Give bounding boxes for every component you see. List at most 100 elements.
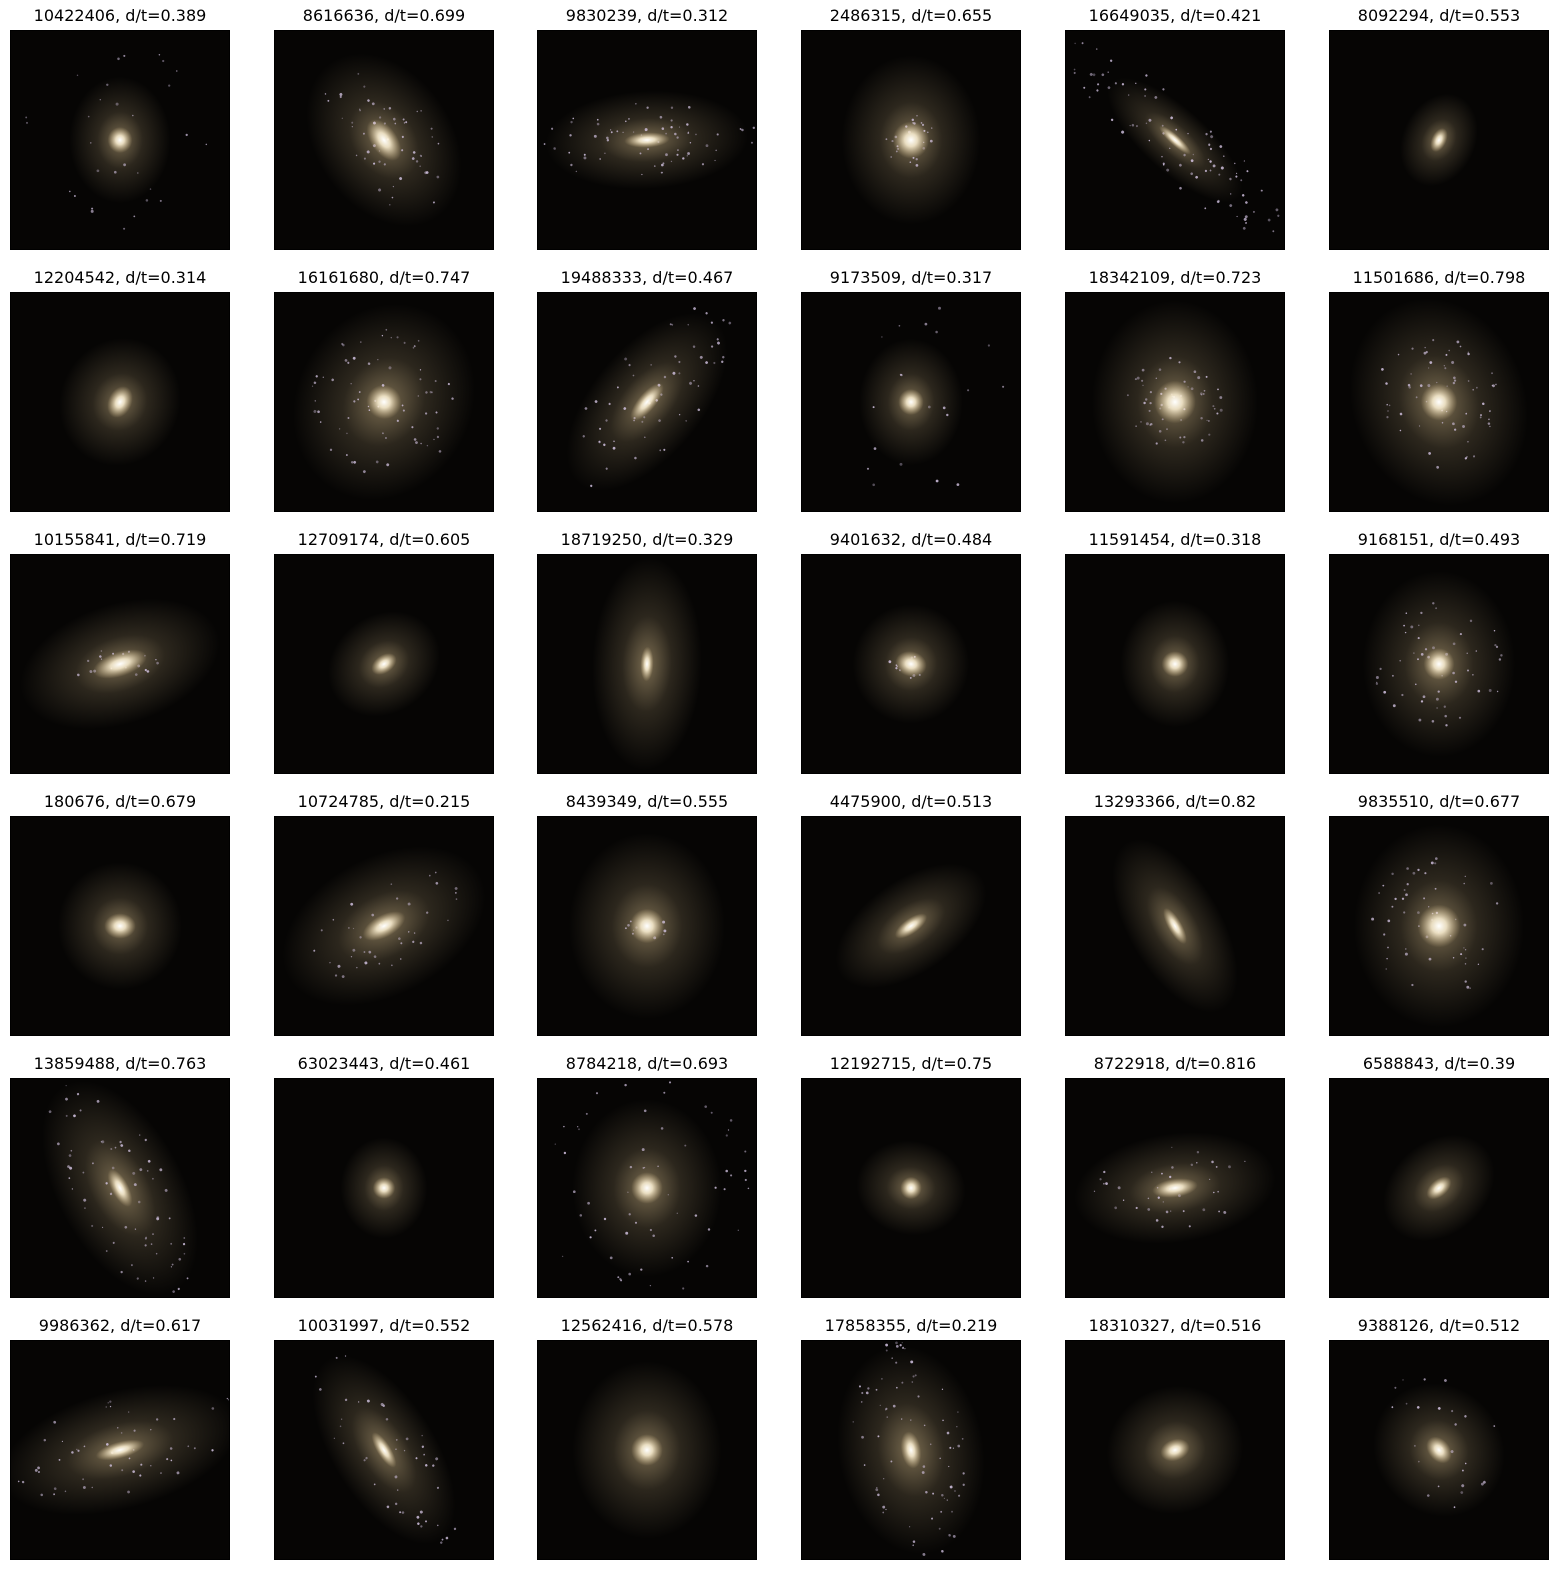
galaxy-image <box>1065 1340 1285 1560</box>
star-cluster <box>417 1522 420 1525</box>
star-cluster <box>1216 412 1219 415</box>
star-cluster <box>1408 386 1411 389</box>
star-cluster <box>962 1472 965 1475</box>
panel-title: 8722918, d/t=0.816 <box>1093 1054 1257 1073</box>
galaxy-render <box>25 54 208 230</box>
star-cluster <box>927 405 931 409</box>
galaxy-image <box>1329 1340 1549 1560</box>
star-cluster <box>453 1527 457 1531</box>
star-cluster <box>628 363 631 367</box>
star-cluster <box>687 323 689 326</box>
star-cluster <box>1490 882 1493 885</box>
star-cluster <box>17 1480 20 1483</box>
star-cluster <box>123 227 126 230</box>
star-cluster <box>68 1154 72 1157</box>
star-cluster <box>599 427 602 430</box>
star-cluster <box>1453 1506 1456 1509</box>
star-cluster <box>899 462 903 466</box>
galaxy-panel: 2486315, d/t=0.655 <box>801 0 1021 262</box>
star-cluster <box>92 1162 94 1165</box>
star-cluster <box>1399 412 1403 416</box>
star-cluster <box>1151 1171 1153 1173</box>
star-cluster <box>1147 1208 1151 1211</box>
galaxy-panel: 10724785, d/t=0.215 <box>274 786 494 1048</box>
star-cluster <box>83 1198 87 1202</box>
star-cluster <box>1187 132 1189 135</box>
star-cluster <box>882 1511 885 1514</box>
star-cluster <box>1205 375 1208 378</box>
star-cluster <box>882 1505 886 1509</box>
star-cluster <box>344 359 348 362</box>
galaxy-image <box>1065 554 1285 774</box>
star-cluster <box>942 406 946 410</box>
star-cluster <box>365 1456 368 1460</box>
star-cluster <box>83 1445 86 1448</box>
star-cluster <box>413 932 416 934</box>
star-cluster <box>1472 674 1474 676</box>
star-cluster <box>1488 418 1490 421</box>
star-cluster <box>677 149 679 151</box>
star-cluster <box>177 1287 180 1291</box>
star-cluster <box>146 670 148 673</box>
star-cluster <box>925 1491 928 1494</box>
galaxy-panel: 8784218, d/t=0.693 <box>537 1048 757 1310</box>
star-cluster <box>634 1221 638 1224</box>
star-cluster <box>355 154 358 157</box>
star-cluster <box>139 1134 141 1136</box>
star-cluster <box>378 188 382 192</box>
star-cluster <box>87 115 90 118</box>
star-cluster <box>1482 402 1485 406</box>
star-cluster <box>120 1270 123 1274</box>
star-cluster <box>429 390 432 394</box>
star-cluster <box>713 361 716 365</box>
star-cluster <box>1218 173 1221 176</box>
star-cluster <box>1202 1208 1206 1212</box>
galaxy-panel: 9168151, d/t=0.493 <box>1329 524 1549 786</box>
star-cluster <box>741 128 744 132</box>
star-cluster <box>624 927 627 930</box>
galaxy-core <box>1417 904 1461 948</box>
star-cluster <box>1141 379 1144 382</box>
star-cluster <box>649 1228 653 1232</box>
galaxy-core <box>631 1434 663 1466</box>
star-cluster <box>900 1418 903 1420</box>
galaxy-core <box>107 127 133 153</box>
star-cluster <box>946 1431 950 1435</box>
star-cluster <box>1403 624 1405 627</box>
star-cluster <box>1149 401 1152 405</box>
panel-title: 9388126, d/t=0.512 <box>1357 1316 1521 1335</box>
star-cluster <box>1162 88 1165 91</box>
star-cluster <box>1148 118 1152 122</box>
star-cluster <box>661 171 663 174</box>
star-cluster <box>1452 671 1455 675</box>
star-cluster <box>952 1534 956 1538</box>
star-cluster <box>1190 172 1194 176</box>
star-cluster <box>641 173 643 176</box>
star-cluster <box>1193 370 1197 373</box>
star-cluster <box>378 962 381 965</box>
star-cluster <box>109 1192 113 1196</box>
star-cluster <box>1144 95 1146 97</box>
star-cluster <box>725 1169 728 1173</box>
star-cluster <box>1462 425 1466 428</box>
star-cluster <box>425 1464 428 1467</box>
star-cluster <box>652 1234 655 1237</box>
galaxy-render <box>1353 824 1525 1028</box>
star-cluster <box>438 450 442 453</box>
star-cluster <box>341 117 343 119</box>
star-cluster <box>1277 214 1280 217</box>
star-cluster <box>628 1272 631 1276</box>
star-cluster <box>392 117 396 121</box>
star-cluster <box>1407 383 1411 387</box>
galaxy-render <box>841 55 981 225</box>
star-cluster <box>1405 1402 1408 1405</box>
star-cluster <box>352 356 356 360</box>
galaxy-core <box>1161 651 1189 677</box>
star-cluster <box>53 1420 57 1424</box>
galaxy-core <box>104 913 136 939</box>
star-cluster <box>378 116 382 119</box>
galaxy-image <box>1329 1078 1549 1298</box>
star-cluster <box>956 483 960 486</box>
star-cluster <box>938 306 941 310</box>
star-cluster <box>660 171 663 174</box>
